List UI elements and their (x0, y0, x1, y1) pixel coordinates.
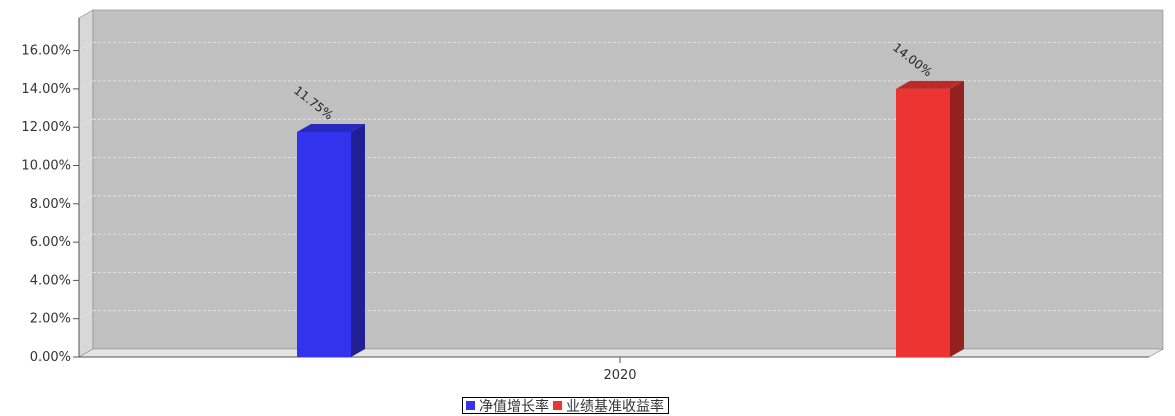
x-tick-label: 2020 (603, 368, 636, 383)
bar-side-2 (950, 80, 964, 358)
legend-swatch-blue (466, 401, 475, 410)
gridline-side (78, 80, 94, 90)
y-tick-label: 8.00% (30, 197, 71, 212)
y-tick-label: 16.00% (21, 44, 71, 59)
gridline-side (78, 42, 94, 51)
gridline-side (78, 118, 94, 128)
bar-front-1 (297, 131, 351, 357)
bar-side-1 (351, 123, 365, 357)
gridline-side (78, 195, 94, 205)
plot-back-wall (92, 9, 1164, 350)
gridline-side (78, 310, 94, 320)
gridline-side (78, 233, 94, 243)
gridline-side (78, 272, 94, 281)
bar-top-2 (896, 80, 964, 89)
y-tick-label: 10.00% (21, 159, 71, 174)
y-tick-label: 6.00% (30, 235, 71, 250)
bar-front-2 (896, 88, 950, 358)
y-tick-label: 0.00% (30, 350, 71, 365)
legend-swatch-red (553, 401, 562, 410)
plot-left-wall (78, 9, 94, 358)
chart-legend: 净值增长率 业绩基准收益率 (462, 396, 669, 416)
legend-item-benchmark: 业绩基准收益率 (553, 396, 664, 416)
plot-floor (77, 348, 1165, 358)
gridline-side (78, 157, 94, 166)
legend-item-nav-growth: 净值增长率 (466, 396, 549, 416)
legend-label-benchmark: 业绩基准收益率 (566, 398, 664, 415)
y-tick-label: 12.00% (21, 120, 71, 135)
bar-top-1 (297, 123, 365, 132)
y-tick-label: 14.00% (21, 82, 71, 97)
y-tick-label: 2.00% (30, 312, 71, 327)
legend-label-nav-growth: 净值增长率 (479, 398, 549, 415)
y-tick-label: 4.00% (30, 273, 71, 288)
